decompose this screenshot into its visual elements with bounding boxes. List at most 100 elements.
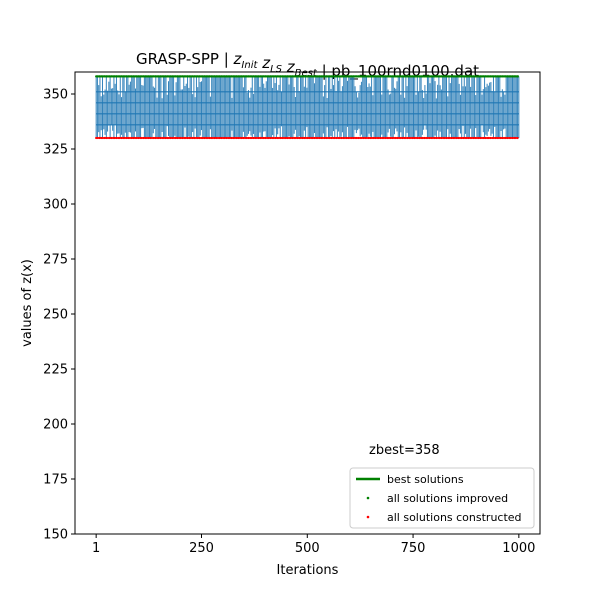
constructed-point — [227, 136, 230, 140]
constructed-point — [354, 136, 357, 140]
constructed-point — [247, 136, 250, 140]
constructed-point — [286, 136, 289, 140]
constructed-point — [355, 136, 358, 140]
constructed-point — [452, 136, 455, 140]
constructed-point — [448, 136, 451, 140]
legend-swatch-constructed — [366, 515, 370, 519]
constructed-point — [389, 136, 392, 140]
y-axis-label: values of z(x) — [20, 259, 35, 347]
constructed-point — [457, 136, 460, 140]
x-axis-label: Iterations — [277, 563, 339, 578]
constructed-point — [282, 136, 286, 140]
constructed-point — [484, 136, 487, 140]
constructed-point — [198, 136, 201, 140]
constructed-point — [328, 136, 331, 140]
constructed-point — [254, 136, 257, 140]
constructed-point — [95, 136, 98, 140]
constructed-point — [154, 136, 157, 140]
plot-area — [95, 75, 520, 140]
constructed-point — [330, 136, 333, 140]
constructed-point — [205, 136, 208, 140]
y-tick-label: 250 — [43, 308, 68, 323]
constructed-points — [95, 136, 519, 140]
constructed-point — [166, 136, 169, 140]
zbest-annotation: zbest=358 — [369, 443, 440, 458]
constructed-point — [442, 136, 445, 140]
constructed-point — [301, 136, 304, 140]
constructed-point — [435, 136, 438, 140]
constructed-point — [152, 136, 155, 140]
constructed-point — [199, 136, 203, 140]
constructed-point — [245, 136, 248, 140]
constructed-point — [491, 136, 494, 140]
constructed-point — [228, 136, 231, 140]
constructed-point — [243, 136, 247, 140]
constructed-point — [106, 136, 110, 140]
constructed-point — [118, 136, 121, 140]
constructed-point — [433, 136, 436, 140]
constructed-point — [516, 136, 519, 140]
constructed-point — [326, 136, 330, 140]
constructed-point — [443, 136, 446, 140]
constructed-point — [304, 136, 308, 140]
constructed-point — [335, 136, 338, 140]
constructed-point — [291, 136, 294, 140]
constructed-point — [130, 136, 133, 140]
constructed-point — [149, 136, 152, 140]
constructed-point — [497, 136, 501, 140]
constructed-point — [293, 136, 296, 140]
constructed-point — [445, 136, 448, 140]
constructed-point — [281, 136, 284, 140]
legend-label-best-solutions: best solutions — [387, 473, 464, 486]
constructed-point — [132, 136, 135, 140]
constructed-point — [287, 136, 291, 140]
constructed-point — [100, 136, 103, 140]
constructed-point — [240, 136, 243, 140]
constructed-point — [513, 136, 516, 140]
constructed-point — [161, 136, 164, 140]
constructed-point — [333, 136, 336, 140]
constructed-point — [308, 136, 311, 140]
legend-swatch-improved — [366, 496, 370, 500]
x-tick-label: 1000 — [502, 541, 535, 556]
constructed-point — [144, 136, 147, 140]
constructed-point — [486, 136, 489, 140]
constructed-point — [242, 136, 245, 140]
constructed-point — [381, 136, 384, 140]
constructed-point — [140, 136, 143, 140]
constructed-point — [232, 136, 235, 140]
y-tick-label: 350 — [43, 88, 68, 103]
constructed-point — [262, 136, 265, 140]
legend-label-constructed: all solutions constructed — [387, 511, 522, 524]
constructed-point — [183, 136, 186, 140]
constructed-point — [162, 136, 165, 140]
constructed-point — [480, 136, 484, 140]
x-tick-label: 750 — [401, 541, 426, 556]
constructed-point — [193, 136, 196, 140]
constructed-point — [321, 136, 325, 140]
constructed-point — [416, 136, 419, 140]
constructed-point — [414, 136, 418, 140]
constructed-point — [428, 136, 431, 140]
constructed-point — [379, 136, 382, 140]
constructed-point — [489, 136, 492, 140]
constructed-point — [276, 136, 279, 140]
legend: best solutions all solutions improved al… — [349, 467, 535, 529]
constructed-point — [418, 136, 421, 140]
constructed-point — [511, 136, 514, 140]
constructed-point — [194, 136, 198, 140]
constructed-point — [465, 136, 468, 140]
constructed-point — [387, 136, 391, 140]
y-tick-label: 150 — [43, 528, 68, 543]
constructed-point — [277, 136, 281, 140]
constructed-point — [504, 136, 507, 140]
x-axis: 1 250 500 750 1000 — [92, 534, 535, 556]
constructed-point — [450, 136, 453, 140]
constructed-point — [360, 136, 363, 140]
constructed-point — [179, 136, 182, 140]
constructed-point — [257, 136, 260, 140]
y-tick-label: 225 — [43, 363, 68, 378]
constructed-point — [376, 136, 379, 140]
constructed-point — [230, 136, 233, 140]
